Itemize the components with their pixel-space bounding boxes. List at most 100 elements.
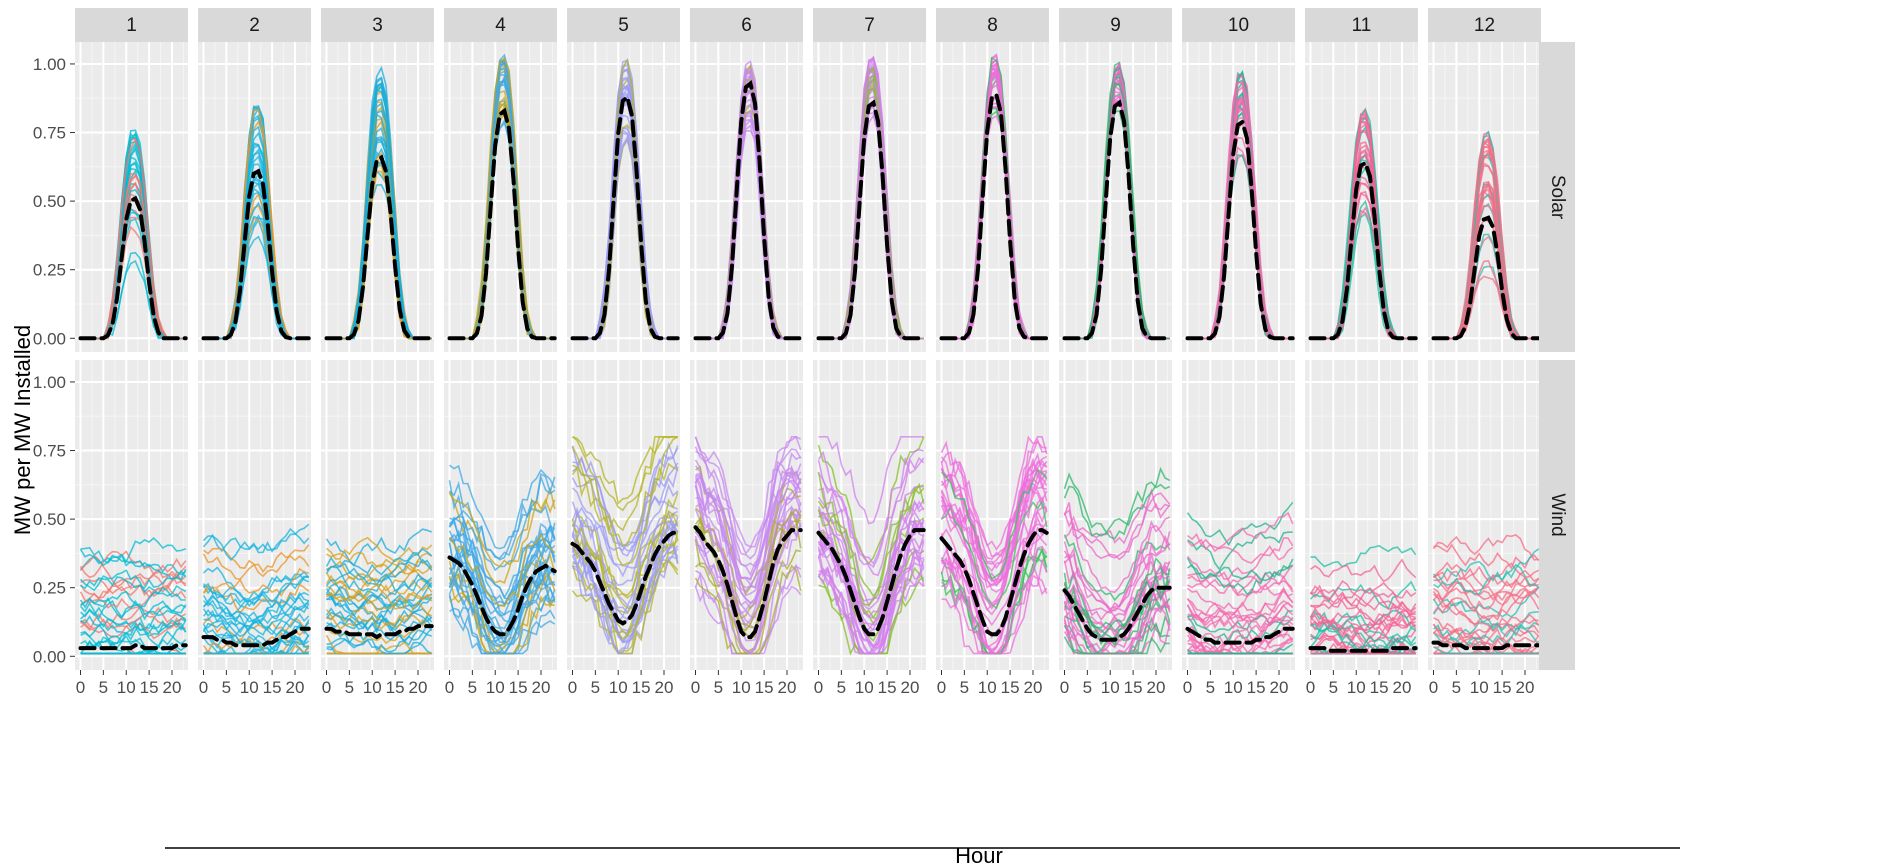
ensemble-line	[1187, 606, 1294, 633]
ensemble-line	[1186, 545, 1294, 580]
ensemble-line	[448, 518, 556, 601]
y-tick-label: 0.75	[33, 124, 66, 143]
ensemble-line	[571, 547, 679, 655]
ensemble-line	[202, 551, 310, 581]
ensemble-line	[202, 594, 310, 632]
x-tick-label: 0	[691, 678, 700, 697]
facet-strip-7	[813, 8, 926, 42]
mean-line-wind-11	[1308, 646, 1418, 653]
ensemble-line	[1187, 618, 1294, 646]
ensemble-line	[1064, 502, 1171, 561]
ensemble-line	[203, 544, 310, 578]
ensemble-line	[202, 623, 310, 646]
x-tick-label: 20	[409, 678, 428, 697]
ensemble-line	[326, 593, 433, 620]
mean-line-wind-3	[324, 624, 434, 640]
panel-wind-10	[1182, 360, 1295, 670]
panel-background	[1059, 42, 1172, 352]
ensemble-line	[202, 567, 309, 597]
ensemble-line	[449, 464, 556, 550]
x-tick-label: 15	[509, 678, 528, 697]
x-tick-label: 20	[1270, 678, 1289, 697]
ensemble-line	[1309, 580, 1417, 610]
x-tick-label: 15	[386, 678, 405, 697]
ensemble-line	[817, 511, 925, 626]
x-tick-label: 10	[363, 678, 382, 697]
ensemble-line	[1432, 561, 1539, 601]
ensemble-line	[1310, 614, 1416, 644]
x-tick-label: 20	[1516, 678, 1535, 697]
mean-line-wind-1	[78, 643, 188, 651]
panel-wind-3	[321, 360, 434, 670]
mean-line-wind-2	[201, 626, 311, 648]
facet-strip-6	[690, 8, 803, 42]
ensemble-line	[202, 570, 310, 605]
ensemble-line	[817, 457, 925, 566]
ensemble-line	[1187, 571, 1294, 596]
panel-solar-7	[813, 42, 926, 352]
ensemble-line	[1433, 565, 1540, 587]
x-tick-label: 0	[322, 678, 331, 697]
ensemble-line	[817, 500, 925, 619]
ensemble-line	[80, 625, 187, 653]
x-tick-label: 10	[240, 678, 259, 697]
ensemble-line	[940, 456, 1048, 570]
ensemble-line	[571, 509, 679, 607]
row-strip-wind	[1539, 360, 1575, 670]
x-tick-label: 5	[345, 678, 354, 697]
mean-line-solar-7	[816, 99, 926, 341]
x-tick-label: 0	[76, 678, 85, 697]
facet-strip-9	[1059, 8, 1172, 42]
ensemble-line	[1433, 624, 1540, 647]
x-axis-title: Hour	[955, 843, 1003, 865]
ensemble-line	[325, 577, 433, 610]
panel-solar-2	[198, 42, 311, 352]
ensemble-line	[325, 607, 433, 630]
x-tick-label: 0	[1183, 678, 1192, 697]
panel-solar-5	[567, 42, 680, 352]
ensemble-line	[79, 537, 186, 567]
mean-line-solar-1	[78, 195, 188, 341]
x-tick-label: 5	[714, 678, 723, 697]
ensemble-line	[448, 492, 556, 568]
panel-background	[1182, 42, 1295, 352]
ensemble-line	[817, 556, 925, 655]
ensemble-line	[448, 533, 556, 608]
facet-strip-label-11: 11	[1352, 15, 1372, 36]
panel-wind-2	[198, 360, 311, 670]
x-tick-label: 5	[468, 678, 477, 697]
x-tick-label: 5	[1083, 678, 1092, 697]
ensemble-line	[79, 584, 187, 610]
ensemble-line	[818, 532, 925, 655]
ensemble-line	[1063, 534, 1171, 602]
ensemble-line	[1432, 600, 1540, 632]
ensemble-line	[694, 446, 802, 560]
x-tick-label: 20	[163, 678, 182, 697]
ensemble-line	[571, 462, 679, 547]
ensemble-line	[448, 550, 555, 644]
ensemble-line	[694, 435, 802, 548]
ensemble-line	[203, 575, 309, 608]
ensemble-line	[1187, 563, 1294, 596]
x-tick-label: 0	[1306, 678, 1315, 697]
ensemble-line	[1309, 579, 1417, 601]
ensemble-line	[1186, 501, 1294, 547]
mean-line-solar-4	[447, 107, 557, 341]
ensemble-line	[79, 569, 187, 597]
mean-line-wind-8	[939, 528, 1049, 637]
facet-strip-5	[567, 8, 680, 42]
ensemble-line	[1433, 646, 1539, 655]
ensemble-line	[449, 529, 556, 616]
ensemble-line	[694, 435, 802, 556]
x-tick-label: 20	[532, 678, 551, 697]
facet-strip-12	[1428, 8, 1541, 42]
x-tick-label: 10	[855, 678, 874, 697]
ensemble-line	[79, 550, 187, 579]
ensemble-line	[326, 584, 433, 610]
ensemble-line	[325, 553, 433, 576]
panel-wind-7	[813, 360, 926, 670]
x-tick-label: 15	[1001, 678, 1020, 697]
mean-line-wind-4	[447, 555, 557, 637]
ensemble-line	[325, 536, 433, 563]
